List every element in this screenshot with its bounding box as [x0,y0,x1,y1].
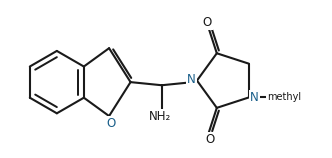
Text: NH₂: NH₂ [149,110,171,123]
Text: N: N [187,73,196,85]
Text: methyl: methyl [267,92,301,102]
Text: O: O [206,133,215,146]
Text: N: N [250,91,259,104]
Text: O: O [203,16,212,29]
Text: O: O [106,117,115,130]
